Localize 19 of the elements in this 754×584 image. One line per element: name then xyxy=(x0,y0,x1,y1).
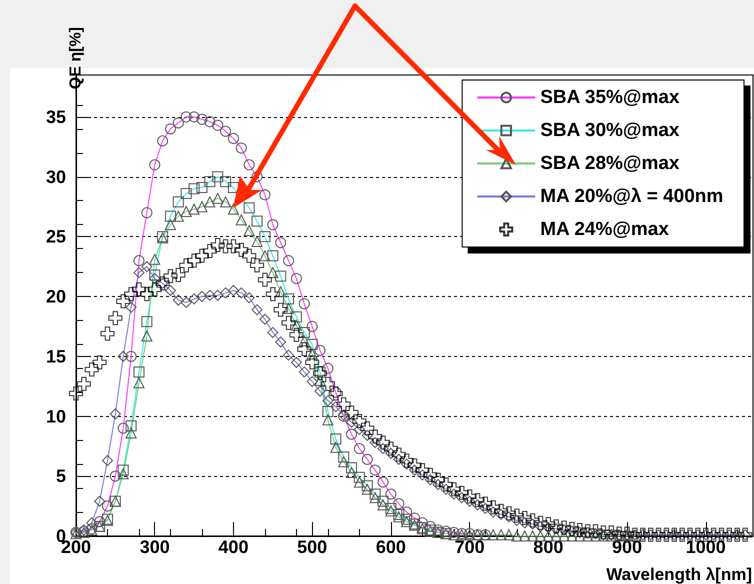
y-tick-label: 30 xyxy=(46,166,66,187)
x-tick-label: 400 xyxy=(218,537,248,557)
x-tick-label: 500 xyxy=(297,537,328,557)
x-tick-label: 600 xyxy=(376,537,406,557)
legend-label: MA 20%@λ = 400nm xyxy=(540,186,724,207)
y-tick-label: 35 xyxy=(46,106,66,127)
x-tick-label: 300 xyxy=(140,537,170,557)
legend-label: MA 24%@max xyxy=(540,219,670,240)
legend-label: SBA 28%@max xyxy=(540,153,680,174)
legend-label: SBA 30%@max xyxy=(540,120,680,141)
x-axis-title: Wavelength λ[nm] xyxy=(606,565,752,584)
y-tick-label: 5 xyxy=(56,466,66,486)
x-tick-label: 700 xyxy=(454,537,485,557)
x-tick-label: 1000 xyxy=(686,537,726,557)
y-tick-label: 25 xyxy=(46,226,66,247)
y-tick-label: 15 xyxy=(46,346,66,366)
y-tick-label: 20 xyxy=(46,286,66,307)
legend-label: SBA 35%@max xyxy=(540,87,680,108)
y-tick-label: 10 xyxy=(46,406,66,426)
